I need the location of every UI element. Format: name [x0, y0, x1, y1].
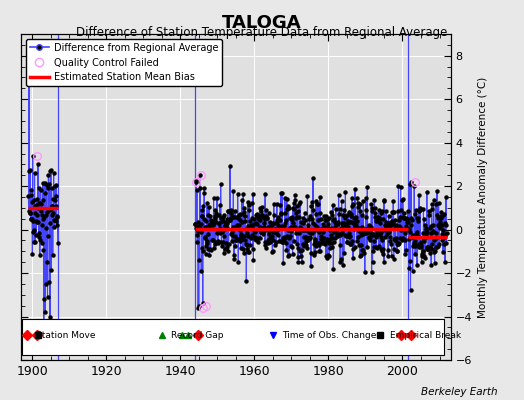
Text: Berkeley Earth: Berkeley Earth [421, 387, 498, 397]
Text: Time of Obs. Change: Time of Obs. Change [282, 330, 376, 340]
Text: Station Move: Station Move [36, 330, 95, 340]
Y-axis label: Monthly Temperature Anomaly Difference (°C): Monthly Temperature Anomaly Difference (… [477, 76, 487, 318]
Text: TALOGA: TALOGA [222, 14, 302, 32]
Text: Empirical Break: Empirical Break [389, 330, 461, 340]
Text: Difference of Station Temperature Data from Regional Average: Difference of Station Temperature Data f… [77, 26, 447, 39]
FancyBboxPatch shape [22, 319, 444, 354]
Legend: Difference from Regional Average, Quality Control Failed, Estimated Station Mean: Difference from Regional Average, Qualit… [26, 39, 222, 86]
Text: Record Gap: Record Gap [171, 330, 223, 340]
